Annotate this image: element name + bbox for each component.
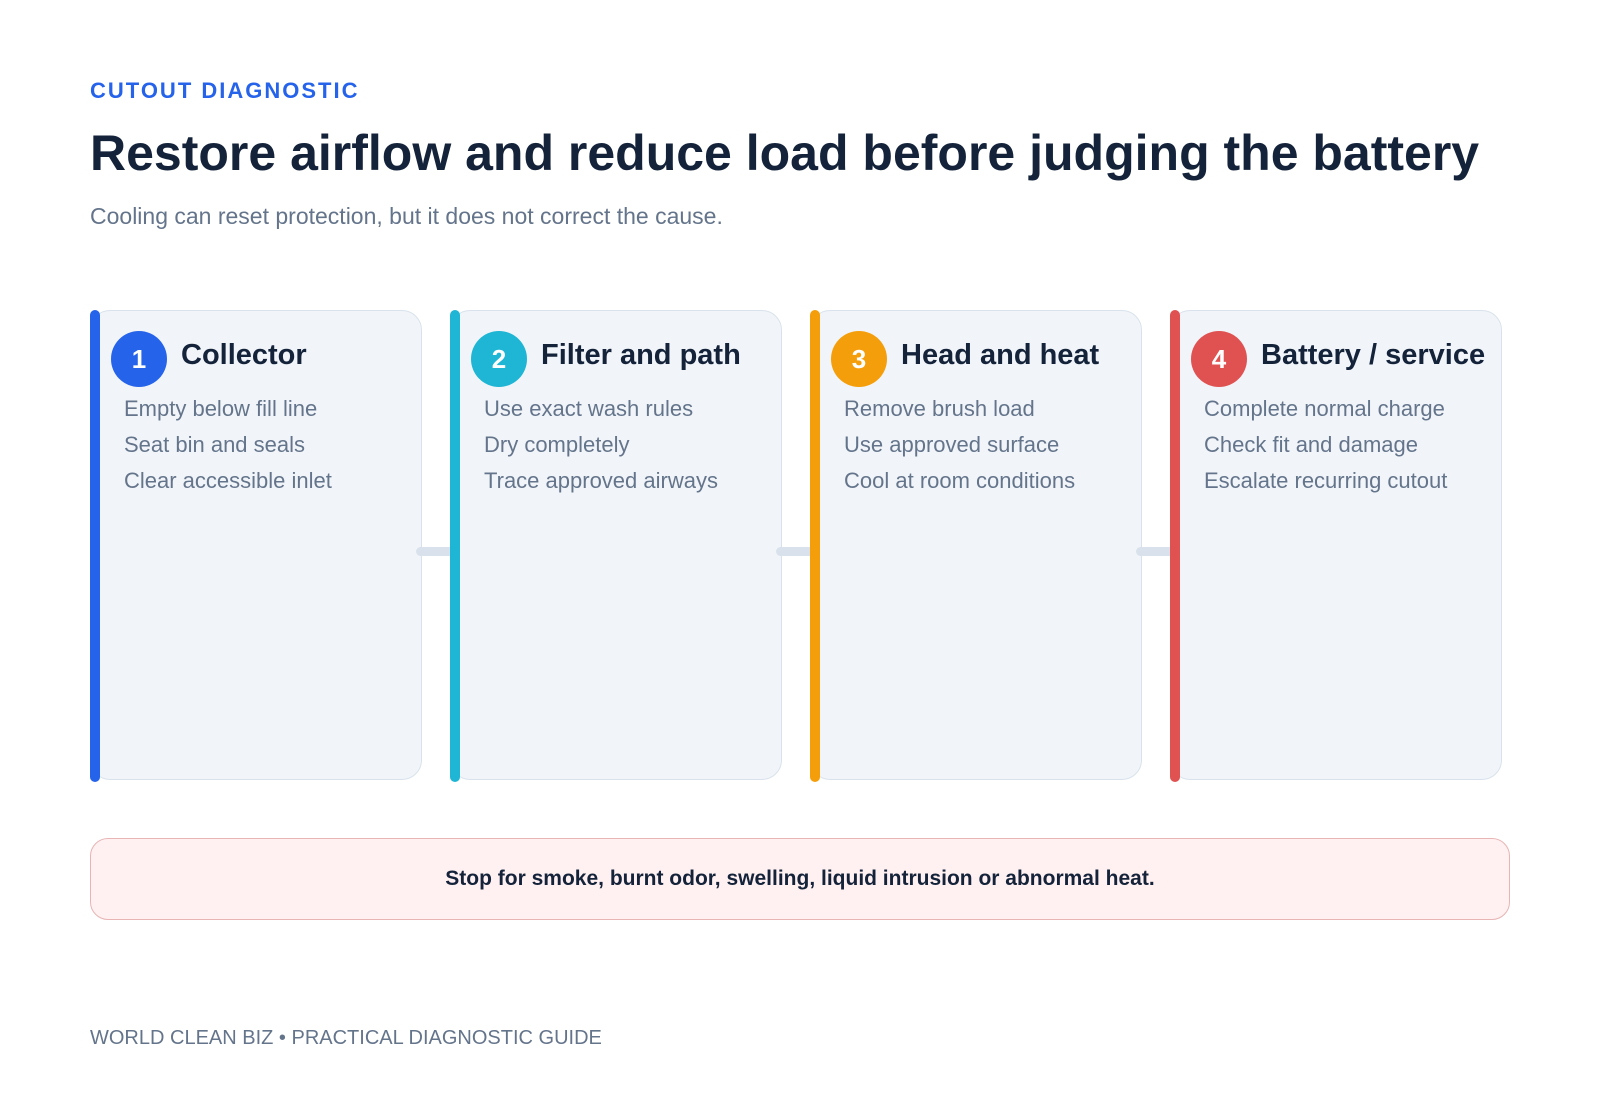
step-item: Clear accessible inlet	[124, 468, 332, 493]
step-connector	[1136, 547, 1176, 556]
step-checklist: Remove brush load Use approved surface C…	[844, 391, 1075, 499]
step-item: Complete normal charge	[1204, 396, 1445, 421]
step-card-collector: 1 Collector Empty below fill line Seat b…	[90, 310, 422, 780]
step-title: Collector	[181, 339, 307, 371]
step-title: Battery / service	[1261, 339, 1486, 371]
step-number-badge: 3	[831, 331, 887, 387]
step-item: Use approved surface	[844, 432, 1060, 457]
step-item: Cool at room conditions	[844, 468, 1076, 493]
page-subtitle: Cooling can reset protection, but it doe…	[90, 203, 723, 229]
step-accent-bar	[90, 310, 100, 782]
step-connector	[416, 547, 456, 556]
step-item: Check fit and damage	[1204, 432, 1419, 457]
step-item: Escalate recurring cutout	[1204, 468, 1448, 493]
step-number-badge: 4	[1191, 331, 1247, 387]
step-accent-bar	[450, 310, 460, 782]
step-item: Remove brush load	[844, 396, 1035, 421]
footer-credit: WORLD CLEAN BIZ • PRACTICAL DIAGNOSTIC G…	[90, 1027, 602, 1049]
step-checklist: Empty below fill line Seat bin and seals…	[124, 391, 332, 499]
step-connector	[776, 547, 816, 556]
step-number-badge: 1	[111, 331, 167, 387]
step-checklist: Use exact wash rules Dry completely Trac…	[484, 391, 718, 499]
eyebrow-label: CUTOUT DIAGNOSTIC	[90, 78, 360, 103]
step-item: Empty below fill line	[124, 396, 318, 421]
step-number-badge: 2	[471, 331, 527, 387]
step-title: Filter and path	[541, 339, 741, 371]
step-title: Head and heat	[901, 339, 1100, 371]
step-accent-bar	[810, 310, 820, 782]
page-title: Restore airflow and reduce load before j…	[90, 125, 1480, 181]
step-item: Dry completely	[484, 432, 630, 457]
step-accent-bar	[1170, 310, 1180, 782]
step-item: Seat bin and seals	[124, 432, 306, 457]
step-item: Trace approved airways	[484, 468, 718, 493]
safety-warning-text: Stop for smoke, burnt odor, swelling, li…	[445, 867, 1155, 890]
step-checklist: Complete normal charge Check fit and dam…	[1204, 391, 1447, 499]
diagnostic-steps: 1 Collector Empty below fill line Seat b…	[90, 310, 1510, 782]
step-card-head: 3 Head and heat Remove brush load Use ap…	[810, 310, 1142, 780]
step-item: Use exact wash rules	[484, 396, 694, 421]
step-card-filter: 2 Filter and path Use exact wash rules D…	[450, 310, 782, 780]
step-card-battery: 4 Battery / service Complete normal char…	[1170, 310, 1502, 780]
safety-warning-banner: Stop for smoke, burnt odor, swelling, li…	[90, 838, 1510, 920]
